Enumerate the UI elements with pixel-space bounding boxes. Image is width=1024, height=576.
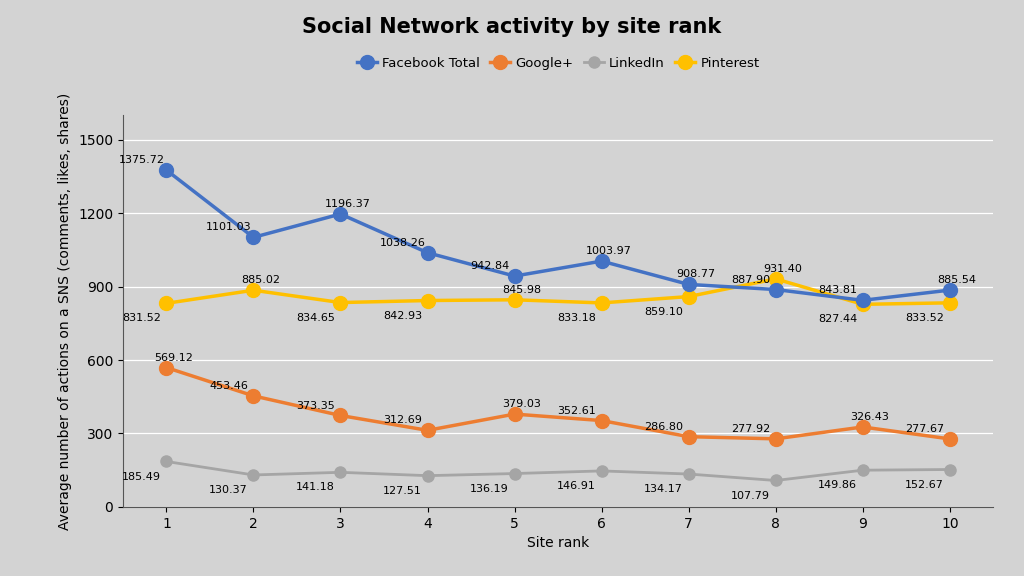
Text: 887.90: 887.90 bbox=[731, 275, 770, 285]
Pinterest bbox=[596, 300, 608, 306]
Line: Facebook Total: Facebook Total bbox=[160, 163, 956, 307]
Google+ bbox=[770, 435, 782, 442]
Text: 277.67: 277.67 bbox=[905, 424, 944, 434]
Text: 152.67: 152.67 bbox=[905, 480, 944, 490]
LinkedIn bbox=[160, 458, 172, 465]
Text: 827.44: 827.44 bbox=[818, 314, 857, 324]
Facebook Total bbox=[422, 249, 434, 256]
Facebook Total bbox=[683, 281, 695, 288]
Pinterest bbox=[683, 293, 695, 300]
Text: 130.37: 130.37 bbox=[209, 485, 248, 495]
Text: 833.18: 833.18 bbox=[557, 313, 596, 323]
Text: 834.65: 834.65 bbox=[296, 313, 335, 323]
Facebook Total bbox=[770, 286, 782, 293]
Google+ bbox=[334, 412, 346, 419]
X-axis label: Site rank: Site rank bbox=[527, 536, 589, 550]
Google+ bbox=[509, 411, 521, 418]
Text: 843.81: 843.81 bbox=[818, 285, 857, 295]
Google+ bbox=[422, 427, 434, 434]
Pinterest bbox=[248, 287, 260, 294]
Line: Pinterest: Pinterest bbox=[160, 272, 956, 311]
Text: 312.69: 312.69 bbox=[383, 415, 422, 426]
Text: 831.52: 831.52 bbox=[122, 313, 161, 323]
LinkedIn bbox=[334, 469, 346, 476]
Text: 453.46: 453.46 bbox=[209, 381, 248, 391]
Text: 146.91: 146.91 bbox=[557, 481, 596, 491]
Text: 326.43: 326.43 bbox=[850, 412, 889, 422]
Pinterest bbox=[334, 299, 346, 306]
LinkedIn bbox=[509, 470, 521, 477]
LinkedIn bbox=[683, 471, 695, 478]
LinkedIn bbox=[856, 467, 868, 473]
Text: 569.12: 569.12 bbox=[154, 353, 193, 363]
Text: 136.19: 136.19 bbox=[470, 484, 509, 494]
Text: 1038.26: 1038.26 bbox=[380, 238, 425, 248]
Facebook Total bbox=[596, 257, 608, 264]
Text: 1196.37: 1196.37 bbox=[325, 199, 371, 209]
Y-axis label: Average number of actions on a SNS (comments, likes, shares): Average number of actions on a SNS (comm… bbox=[58, 92, 73, 530]
Legend: Facebook Total, Google+, LinkedIn, Pinterest: Facebook Total, Google+, LinkedIn, Pinte… bbox=[351, 51, 765, 75]
LinkedIn bbox=[770, 477, 782, 484]
Facebook Total bbox=[248, 234, 260, 241]
Pinterest bbox=[856, 301, 868, 308]
Text: 277.92: 277.92 bbox=[731, 424, 770, 434]
Text: 149.86: 149.86 bbox=[818, 480, 857, 490]
Text: 373.35: 373.35 bbox=[296, 400, 335, 411]
Facebook Total bbox=[856, 297, 868, 304]
LinkedIn bbox=[596, 468, 608, 475]
Pinterest bbox=[422, 297, 434, 304]
Facebook Total bbox=[160, 166, 172, 173]
Facebook Total bbox=[944, 287, 956, 294]
Google+ bbox=[596, 417, 608, 424]
Pinterest bbox=[944, 300, 956, 306]
Text: 185.49: 185.49 bbox=[122, 472, 161, 482]
Text: 833.52: 833.52 bbox=[905, 313, 944, 323]
Text: 885.54: 885.54 bbox=[937, 275, 976, 285]
Text: 931.40: 931.40 bbox=[763, 264, 802, 274]
Text: 859.10: 859.10 bbox=[644, 306, 683, 317]
Text: 134.17: 134.17 bbox=[644, 484, 683, 494]
Google+ bbox=[160, 364, 172, 371]
Text: 885.02: 885.02 bbox=[241, 275, 280, 285]
Pinterest bbox=[509, 296, 521, 303]
Pinterest bbox=[160, 300, 172, 307]
Text: 1375.72: 1375.72 bbox=[119, 155, 165, 165]
Text: 127.51: 127.51 bbox=[383, 486, 422, 496]
Text: 1003.97: 1003.97 bbox=[586, 246, 632, 256]
Text: 286.80: 286.80 bbox=[644, 422, 683, 432]
Facebook Total bbox=[509, 272, 521, 279]
Text: 842.93: 842.93 bbox=[383, 310, 422, 321]
Text: 942.84: 942.84 bbox=[470, 261, 509, 271]
Text: 352.61: 352.61 bbox=[557, 406, 596, 416]
Line: LinkedIn: LinkedIn bbox=[161, 456, 955, 486]
LinkedIn bbox=[944, 466, 956, 473]
Text: Social Network activity by site rank: Social Network activity by site rank bbox=[302, 17, 722, 37]
Line: Google+: Google+ bbox=[160, 361, 956, 446]
Google+ bbox=[683, 433, 695, 440]
Text: 379.03: 379.03 bbox=[502, 399, 541, 409]
Text: 908.77: 908.77 bbox=[676, 270, 715, 279]
Text: 141.18: 141.18 bbox=[296, 482, 335, 492]
Google+ bbox=[248, 392, 260, 399]
LinkedIn bbox=[422, 472, 434, 479]
LinkedIn bbox=[248, 472, 260, 479]
Google+ bbox=[856, 423, 868, 430]
Facebook Total bbox=[334, 211, 346, 218]
Text: 1101.03: 1101.03 bbox=[206, 222, 251, 232]
Text: 107.79: 107.79 bbox=[731, 491, 770, 501]
Pinterest bbox=[770, 275, 782, 282]
Text: 845.98: 845.98 bbox=[502, 285, 541, 295]
Google+ bbox=[944, 435, 956, 442]
